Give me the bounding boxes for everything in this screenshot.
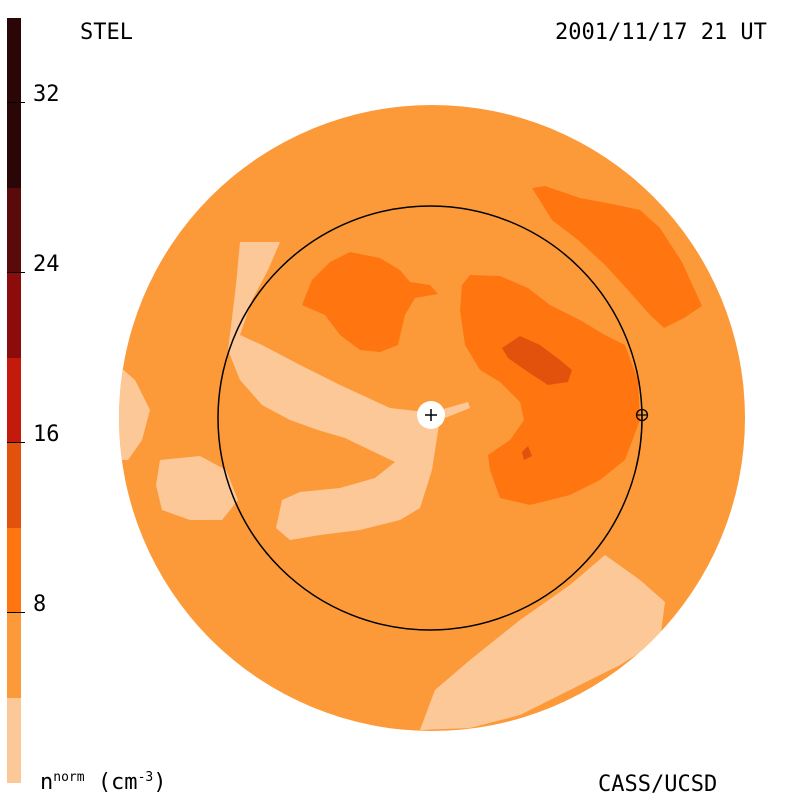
unit-superscript: norm (53, 770, 85, 785)
colorbar-segment-8 (7, 698, 21, 783)
colorbar-tick-mark (7, 272, 25, 273)
mid-density-patch (460, 275, 640, 505)
colorbar-tick-mark (7, 102, 25, 103)
colorbar-tick-label: 24 (33, 252, 60, 277)
high-density-patch (502, 336, 572, 385)
colorbar-tick-label: 32 (33, 82, 60, 107)
timestamp-label: 2001/11/17 21 UT (555, 20, 767, 45)
colorbar-segment-3 (7, 273, 21, 358)
credit-label: CASS/UCSD (598, 772, 718, 797)
low-density-band (228, 242, 440, 540)
unit-close: ) (153, 770, 167, 795)
unit-exponent: -3 (137, 770, 154, 785)
high-density-patch (522, 446, 532, 460)
mid-density-patch (532, 186, 702, 328)
colorbar-tick-mark (7, 442, 25, 443)
earth-marker (635, 408, 649, 422)
colorbar-segment-6 (7, 528, 21, 613)
colorbar-segment-2 (7, 188, 21, 273)
unit-paren: (cm (97, 770, 138, 795)
colorbar-segment-1 (7, 18, 21, 188)
colorbar-segment-7 (7, 613, 21, 698)
low-density-patch (156, 456, 238, 520)
observatory-label: STEL (80, 20, 133, 45)
colorbar-tick-mark (7, 612, 25, 613)
low-density-streak (440, 402, 470, 418)
colorbar-tick-label: 16 (33, 422, 60, 447)
low-density-patch (119, 365, 150, 460)
sun-marker (417, 401, 445, 429)
mid-density-patch (302, 252, 438, 352)
colorbar-segment-5 (7, 443, 21, 528)
colorbar-tick-label: 8 (33, 592, 47, 617)
low-density-patch (420, 555, 665, 730)
unit-base: n (40, 770, 54, 795)
colorbar-segment-4 (7, 358, 21, 443)
colorbar-unit-label: nnorm (cm-3) (40, 770, 167, 795)
